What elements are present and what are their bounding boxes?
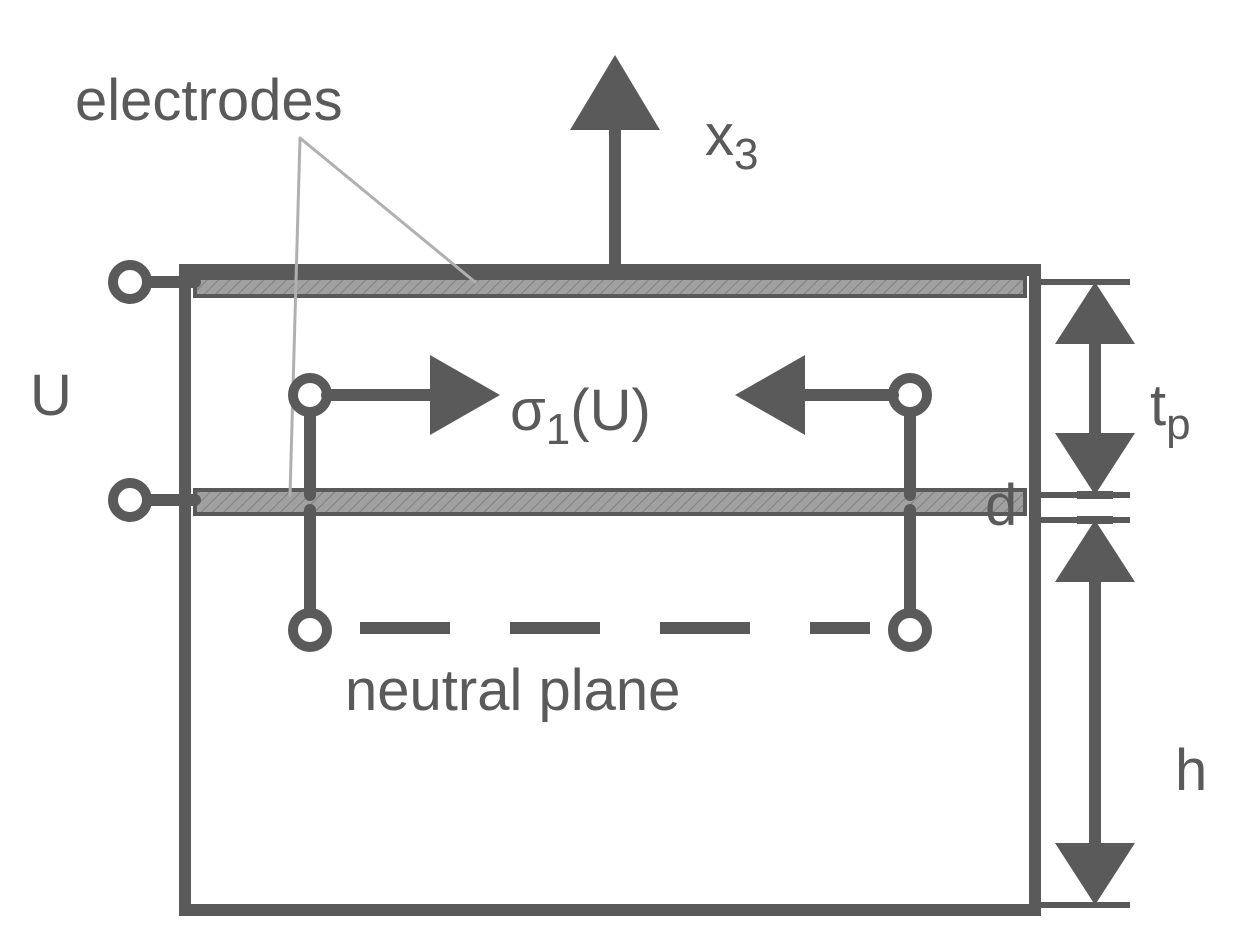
label-x3-base: x: [705, 103, 734, 168]
terminal-bottom-node: [113, 483, 147, 517]
dimension-d-ticks: [1077, 495, 1113, 520]
dimension-h: [1035, 520, 1135, 905]
electrode-middle: [195, 490, 1025, 514]
sigma-arrow-left-head: [430, 355, 500, 435]
label-sigma-tail: (U): [570, 378, 651, 443]
sigma-arrow-right-head: [735, 355, 805, 435]
label-electrodes: electrodes: [75, 68, 343, 133]
terminal-top-node: [113, 265, 147, 299]
label-neutral-plane: neutral plane: [345, 658, 680, 723]
label-x3-sub: 3: [734, 130, 758, 179]
label-U: U: [30, 363, 72, 428]
neutral-left-node: [293, 613, 327, 647]
label-tp-base: t: [1150, 373, 1166, 438]
electrode-top: [195, 278, 1025, 296]
label-tp: tp: [1150, 373, 1191, 449]
label-sigma-base: σ: [510, 378, 546, 443]
label-tp-sub: p: [1166, 400, 1190, 449]
label-sigma: σ1(U): [510, 378, 651, 454]
label-sigma-sub: 1: [546, 405, 570, 454]
x3-arrow-head: [570, 55, 660, 130]
dimension-tp: [1035, 282, 1135, 495]
label-d: d: [985, 473, 1017, 538]
label-x3: x3: [705, 103, 758, 179]
leader-to-top-electrode: [300, 138, 475, 282]
label-h: h: [1175, 738, 1207, 803]
neutral-right-node: [893, 613, 927, 647]
leader-to-mid-electrode: [290, 138, 300, 495]
